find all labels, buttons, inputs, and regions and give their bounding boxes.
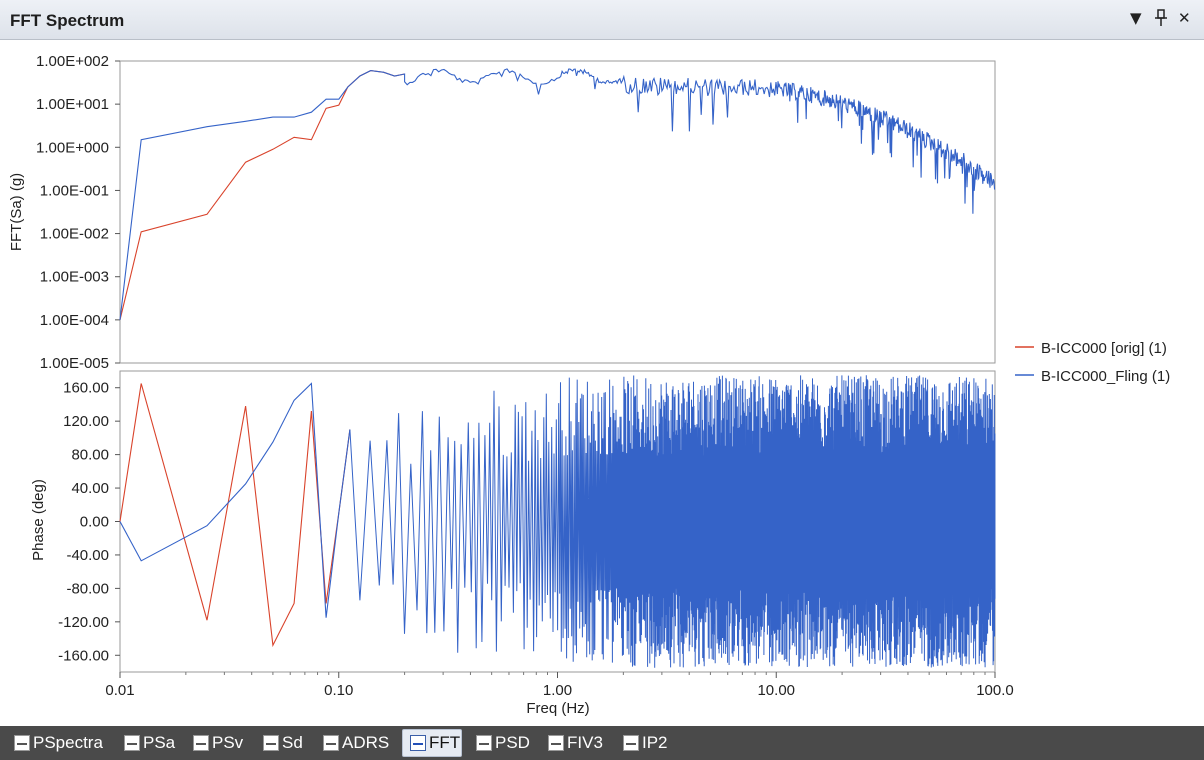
amplitude-y-tick-label: 1.00E-001 <box>40 182 109 199</box>
phase-y-tick-label: -120.00 <box>58 614 109 631</box>
legend: B-ICC000 [orig] (1) B-ICC000_Fling (1) <box>1015 340 1170 385</box>
fft-chart-area: 1.00E+002 1.00E+001 1.00E+000 1.00E-001 1.00… <box>0 41 1204 726</box>
tab-label: ADRS <box>342 733 390 752</box>
tab-label: FFT <box>429 733 461 752</box>
close-icon[interactable]: ✕ <box>1178 9 1191 27</box>
phase-y-tick-label: -160.00 <box>58 647 109 664</box>
phase-y-tick-label: -40.00 <box>66 547 109 564</box>
psd-icon <box>476 735 492 751</box>
fft-chart: 1.00E+002 1.00E+001 1.00E+000 1.00E-001 1.00… <box>8 53 1170 717</box>
tab-label: PSpectra <box>33 733 103 752</box>
x-axis-label: Freq (Hz) <box>526 700 589 717</box>
amplitude-panel: 1.00E+002 1.00E+001 1.00E+000 1.00E-001 1.00… <box>36 53 996 372</box>
amplitude-y-tick-label: 1.00E-004 <box>40 312 109 329</box>
phase-series-fling <box>119 382 351 618</box>
tab-adrs[interactable]: ADRS <box>323 729 393 757</box>
legend-label-fling: B-ICC000_Fling (1) <box>1041 368 1170 385</box>
x-tick-label: 0.01 <box>105 682 134 699</box>
psa-icon <box>124 735 140 751</box>
phase-panel: 160.00 120.00 80.00 40.00 0.00 -40.00 -80.00 -1… <box>58 370 996 673</box>
tab-sd[interactable]: Sd <box>263 729 307 757</box>
tab-psd[interactable]: PSD <box>476 729 534 757</box>
tab-psv[interactable]: PSv <box>193 729 249 757</box>
chevron-down-icon[interactable]: ▼ <box>1130 9 1142 27</box>
tab-label: PSa <box>143 733 176 752</box>
x-tick-label: 0.10 <box>324 682 353 699</box>
window-title: FFT Spectrum <box>10 11 125 30</box>
phase-y-tick-label: 40.00 <box>71 480 109 497</box>
phase-y-tick-label: 120.00 <box>63 413 109 430</box>
amplitude-y-tick-label: 1.00E+002 <box>36 53 109 70</box>
pspectra-icon <box>14 735 30 751</box>
legend-label-orig: B-ICC000 [orig] (1) <box>1041 340 1167 357</box>
amplitude-y-axis-label: FFT(Sa) (g) <box>8 173 25 251</box>
phase-y-axis-label: Phase (deg) <box>30 479 47 561</box>
phase-y-tick-label: -80.00 <box>66 580 109 597</box>
adrs-icon <box>323 735 339 751</box>
phase-y-tick-label: 80.00 <box>71 447 109 464</box>
phase-y-tick-label: 0.00 <box>80 514 109 531</box>
tab-label: FIV3 <box>567 733 603 752</box>
ip2-icon <box>623 735 639 751</box>
tab-psa[interactable]: PSa <box>124 729 180 757</box>
amplitude-y-tick-label: 1.00E-005 <box>40 355 109 372</box>
amplitude-plot-frame <box>119 60 996 364</box>
amplitude-y-tick-label: 1.00E+001 <box>36 96 109 113</box>
title-bar: FFT Spectrum ▼ ✕ <box>0 0 1204 40</box>
amplitude-series-fling <box>119 68 996 320</box>
amplitude-y-tick-label: 1.00E-003 <box>40 269 109 286</box>
pin-icon[interactable] <box>1154 9 1168 31</box>
phase-series-orig <box>119 383 351 648</box>
amplitude-y-tick-label: 1.00E+000 <box>36 139 109 156</box>
fiv3-icon <box>548 735 564 751</box>
fft-icon <box>410 735 426 751</box>
x-axis: 0.01 0.10 1.00 10.00 100.0 <box>105 672 1014 699</box>
x-tick-label: 1.00 <box>543 682 572 699</box>
tab-pspectra[interactable]: PSpectra <box>14 729 108 757</box>
tab-label: PSD <box>495 733 530 752</box>
x-tick-label: 100.0 <box>976 682 1014 699</box>
amplitude-y-tick-label: 1.00E-002 <box>40 226 109 243</box>
tab-fiv3[interactable]: FIV3 <box>548 729 608 757</box>
tab-label: PSv <box>212 733 244 752</box>
tab-ip2[interactable]: IP2 <box>623 729 673 757</box>
sd-icon <box>263 735 279 751</box>
tab-fft[interactable]: FFT <box>402 729 462 757</box>
x-tick-label: 10.00 <box>757 682 795 699</box>
tab-label: Sd <box>282 733 303 752</box>
phase-series-shared <box>349 375 996 668</box>
tab-bar: PSpectra PSa PSv Sd ADRS FFT PSD FIV3 IP… <box>0 726 1204 760</box>
phase-y-tick-label: 160.00 <box>63 380 109 397</box>
tab-label: IP2 <box>642 733 668 752</box>
psv-icon <box>193 735 209 751</box>
